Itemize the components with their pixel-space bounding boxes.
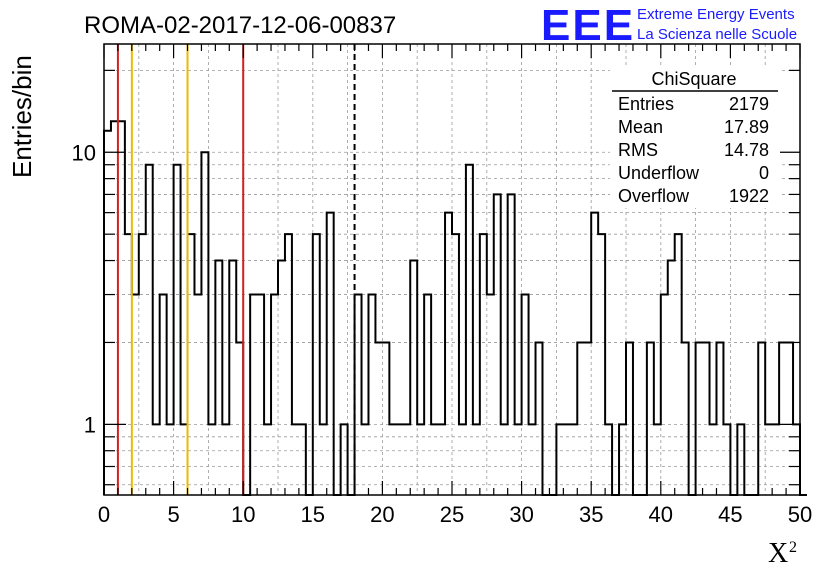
stats-box: ChiSquare Entries 2179 Mean 17.89 RMS 14.78 Un… bbox=[610, 66, 780, 208]
x-tick-label: 10 bbox=[231, 502, 255, 527]
x-tick-label: 0 bbox=[98, 502, 110, 527]
y-tick-label: 10 bbox=[72, 140, 96, 165]
grid-lines bbox=[104, 44, 800, 495]
stats-rows: Entries 2179 Mean 17.89 RMS 14.78 Underflow 0 Ov… bbox=[618, 94, 769, 206]
eee-logo: EEE Extreme Energy Events La Scienza nel… bbox=[541, 1, 797, 50]
chart-title: ROMA-02-2017-12-06-00837 bbox=[84, 12, 396, 39]
x-axis-label-superscript: 2 bbox=[789, 539, 797, 556]
stats-row-label: Entries bbox=[618, 94, 674, 114]
logo-mark: EEE bbox=[541, 1, 635, 50]
x-tick-label: 45 bbox=[718, 502, 742, 527]
stats-row-value: 1922 bbox=[729, 186, 769, 206]
x-tick-label: 15 bbox=[301, 502, 325, 527]
stats-row-value: 14.78 bbox=[724, 140, 769, 160]
x-tick-label: 40 bbox=[649, 502, 673, 527]
x-tick-label: 35 bbox=[579, 502, 603, 527]
y-axis-label: Entries/bin bbox=[7, 55, 37, 178]
logo-line-1: Extreme Energy Events bbox=[637, 6, 795, 23]
stats-row-value: 0 bbox=[759, 163, 769, 183]
x-tick-label: 50 bbox=[788, 502, 812, 527]
x-tick-label: 5 bbox=[167, 502, 179, 527]
reference-lines bbox=[116, 44, 356, 495]
stats-row-label: RMS bbox=[618, 140, 658, 160]
x-tick-label: 25 bbox=[440, 502, 464, 527]
y-tick-label: 1 bbox=[84, 412, 96, 437]
x-tick-labels: 0 5 10 15 20 25 30 35 40 45 50 bbox=[98, 502, 812, 527]
stats-row-value: 17.89 bbox=[724, 117, 769, 137]
x-axis-title: X 2 bbox=[768, 538, 797, 569]
stats-row-value: 2179 bbox=[729, 94, 769, 114]
stats-row-label: Overflow bbox=[618, 186, 690, 206]
histogram-outline bbox=[103, 120, 807, 496]
histogram-bins bbox=[103, 120, 807, 496]
stats-box-name: ChiSquare bbox=[651, 69, 736, 89]
x-axis-label: X bbox=[768, 538, 788, 569]
x-tick-label: 30 bbox=[509, 502, 533, 527]
stats-row-label: Underflow bbox=[618, 163, 700, 183]
stats-row-label: Mean bbox=[618, 117, 663, 137]
logo-line-2: La Scienza nelle Scuole bbox=[637, 26, 797, 43]
stats-box-background bbox=[610, 66, 780, 208]
x-tick-label: 20 bbox=[370, 502, 394, 527]
y-tick-labels: 1 10 bbox=[72, 140, 96, 437]
plot-frame bbox=[103, 43, 801, 496]
